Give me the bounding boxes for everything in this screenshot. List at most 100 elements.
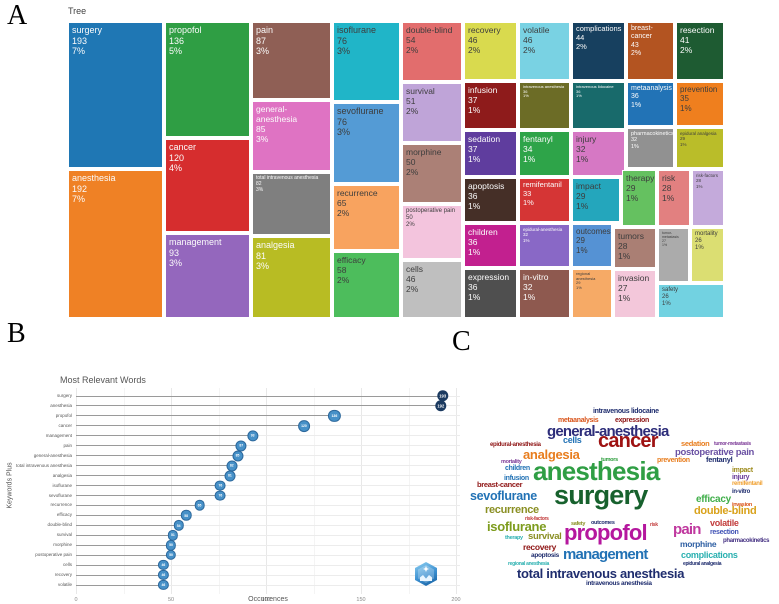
treemap-cell-breast-cancer: breast-cancer 43 2% <box>627 22 674 80</box>
cell-percent: 2% <box>406 167 419 178</box>
cell-value: 27 <box>618 283 628 294</box>
treemap-cell-prevention: prevention 35 1% <box>676 82 724 126</box>
cloud-word-cancer: cancer <box>598 430 658 452</box>
lollipop-stem <box>76 564 164 566</box>
cell-value: 32 <box>576 144 586 155</box>
y-category-label: cells <box>62 562 72 568</box>
cloud-word-surgery: surgery <box>554 480 648 510</box>
cell-percent: 3% <box>337 127 351 138</box>
cell-percent: 1% <box>523 93 529 99</box>
treemap-cell-survival: survival 51 2% <box>402 83 462 142</box>
panel-letter-a: A <box>7 0 28 31</box>
cell-percent: 1% <box>695 245 704 252</box>
cell-percent: 1% <box>468 105 481 116</box>
cloud-word-children: children <box>505 465 530 472</box>
treemap-cell-total-intravenous-anesthesia: total intravenous anesthesia 82 3% <box>252 173 331 235</box>
y-category-label: isoflurane <box>52 482 72 488</box>
cell-label: tumors <box>618 231 644 241</box>
row-gridline <box>76 495 460 496</box>
cell-label: general-anesthesia <box>256 104 298 125</box>
treemap-cell-safety: safety 26 1% <box>658 284 724 318</box>
cell-value: 136 <box>169 35 185 46</box>
cell-percent: 1% <box>523 197 534 207</box>
cloud-word-tumor-metastasis: tumor-metastasis <box>714 441 751 447</box>
treemap-cell-in-vitro: in-vitro 32 1% <box>519 269 570 318</box>
cloud-word-tumors: tumors <box>601 457 618 463</box>
cloud-word-management: management <box>563 546 648 563</box>
row-gridline <box>76 534 460 536</box>
cloud-word-anesthesia: anesthesia <box>533 456 660 486</box>
lollipop-stem <box>76 425 304 427</box>
cell-label: epidural-anesthesia <box>523 227 563 232</box>
cell-value: 120 <box>169 152 185 163</box>
cell-label: regional anesthesia <box>576 271 596 281</box>
treemap-cell-metaanalysis: metaanalysis 36 1% <box>627 82 674 126</box>
cell-percent: 2% <box>576 41 587 51</box>
treemap-cell-recovery: recovery 46 2% <box>464 22 517 80</box>
treemap-cell-invasion: invasion 27 1% <box>614 270 656 318</box>
cell-value: 44 <box>576 32 585 42</box>
cell-percent: 3% <box>256 134 269 145</box>
x-axis-label: Occurrences <box>248 596 288 603</box>
cloud-word-breast-cancer: breast-cancer <box>477 480 523 489</box>
cell-percent: 2% <box>468 45 481 56</box>
logo-star-icon <box>423 566 429 572</box>
lollipop-dot-propofol: 136 <box>328 409 341 422</box>
cell-percent: 1% <box>618 251 631 262</box>
cloud-word-recurrence: recurrence <box>485 504 539 516</box>
panel-letter-c: C <box>452 326 471 357</box>
treemap-cell-cancer: cancer 120 4% <box>165 139 250 232</box>
cell-value: 36 <box>468 237 478 248</box>
row-gridline <box>76 524 460 526</box>
cell-value: 54 <box>406 35 416 46</box>
cloud-word-in-vitro: in-vitro <box>732 489 750 495</box>
row-gridline <box>76 435 460 437</box>
cell-percent: 1% <box>576 245 588 255</box>
cell-label: postoperative pain <box>406 208 456 214</box>
cell-percent: 4% <box>169 163 183 174</box>
y-category-label: total intravenous anesthesia <box>15 462 72 468</box>
cell-percent: 1% <box>468 201 481 212</box>
cell-value: 65 <box>337 198 347 209</box>
y-category-label: sevoflurane <box>48 492 72 498</box>
cell-label: injury <box>576 134 597 144</box>
y-category-label: management <box>45 432 72 438</box>
cell-value: 32 <box>523 232 529 238</box>
cell-value: 34 <box>523 144 533 155</box>
treemap-cell-complications: complications 44 2% <box>572 22 625 80</box>
treemap-cell-mortality: mortality 26 1% <box>691 228 724 282</box>
x-tick-label: 50 <box>167 597 175 603</box>
cell-percent: 1% <box>680 103 692 113</box>
cloud-word-mortality: mortality <box>501 459 522 465</box>
cell-label: recurrence <box>337 188 378 198</box>
cell-label: intravenous anesthesia <box>523 84 565 89</box>
cell-value: 81 <box>256 250 267 261</box>
minor-gridline <box>408 388 410 594</box>
cloud-word-cells: cells <box>563 435 582 445</box>
cell-value: 29 <box>576 280 581 286</box>
treemap-cell-anesthesia: anesthesia 192 7% <box>68 170 163 318</box>
treemap-cell-intravenous-anesthesia: intravenous anesthesia 36 1% <box>519 82 570 129</box>
lollipop-dot-recurrence: 65 <box>194 500 205 511</box>
lollipop-dot-recovery: 46 <box>158 569 169 581</box>
lollipop-dot-cancer: 120 <box>298 419 310 432</box>
cloud-word-analgesia: analgesia <box>523 447 580 462</box>
cell-label: efficacy <box>337 255 366 265</box>
cell-value: 51 <box>406 96 416 107</box>
treemap-cell-children: children 36 1% <box>464 224 517 267</box>
treemap-cell-intravenous-lidocaine: intravenous lidocaine 36 1% <box>572 82 625 129</box>
cloud-word-invasion: invasion <box>732 502 752 508</box>
treemap-cell-general-anesthesia: general-anesthesia 85 3% <box>252 101 331 171</box>
treemap-title: Tree <box>68 6 87 16</box>
cell-percent: 1% <box>662 243 668 248</box>
cell-percent: 2% <box>680 45 693 56</box>
treemap-cell-recurrence: recurrence 65 2% <box>333 185 400 250</box>
cell-label: morphine <box>406 147 442 157</box>
lollipop-stem <box>76 524 179 526</box>
treemap-cell-cells: cells 46 2% <box>402 261 462 318</box>
y-category-label: propofol <box>55 412 72 418</box>
y-category-label: recovery <box>54 572 72 578</box>
cell-label: impact <box>576 181 602 191</box>
cell-label: pharmacokinetics <box>631 131 674 137</box>
cell-percent: 3% <box>256 186 264 193</box>
